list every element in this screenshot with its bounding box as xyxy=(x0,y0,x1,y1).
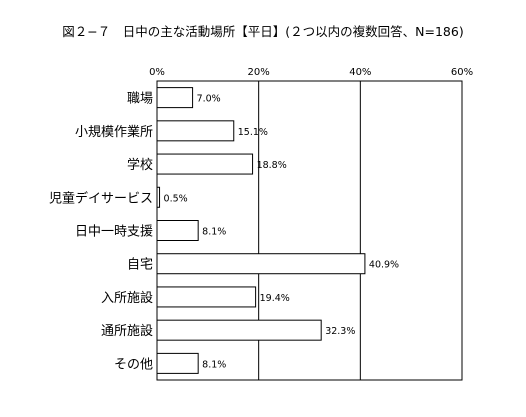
bar xyxy=(156,253,366,275)
category-label: 通所施設 xyxy=(101,323,153,339)
category-label: 小規模作業所 xyxy=(75,124,153,140)
value-label: 0.5% xyxy=(164,193,188,204)
category-label: 児童デイサービス xyxy=(49,190,153,206)
x-axis-ticks: 0% 20% 40% 60% xyxy=(149,67,473,78)
value-label: 15.1% xyxy=(238,127,268,138)
bar xyxy=(156,352,199,374)
value-label: 19.4% xyxy=(260,293,290,304)
bar xyxy=(156,153,254,175)
chart-title: 図２−７ 日中の主な活動場所【平日】(２つ以内の複数回答、N=186) xyxy=(62,24,463,39)
plot-frame xyxy=(156,80,463,381)
bar xyxy=(156,120,235,142)
x-tick-label: 20% xyxy=(248,67,270,78)
category-label: 自宅 xyxy=(127,258,153,273)
value-labels: 7.0% 15.1% 18.8% 0.5% 8.1% 40.9% 19.4% 32.3% 8.1… xyxy=(164,94,400,371)
value-label: 7.0% xyxy=(197,94,221,105)
bar xyxy=(156,286,257,308)
category-label: 職場 xyxy=(127,92,153,107)
bar xyxy=(156,220,199,241)
value-label: 8.1% xyxy=(202,359,226,370)
bar xyxy=(156,87,194,109)
value-label: 40.9% xyxy=(369,260,399,271)
bars xyxy=(156,87,366,374)
x-tick-label: 60% xyxy=(451,67,473,78)
value-label: 18.8% xyxy=(257,160,287,171)
category-label: その他 xyxy=(114,357,153,372)
category-label: 学校 xyxy=(127,157,153,173)
x-tick-label: 0% xyxy=(149,67,165,78)
category-label: 入所施設 xyxy=(101,290,153,306)
x-tick-label: 40% xyxy=(349,67,371,78)
value-label: 32.3% xyxy=(325,326,355,337)
category-label: 日中一時支援 xyxy=(75,225,153,240)
bar xyxy=(156,319,322,341)
value-label: 8.1% xyxy=(202,227,226,238)
